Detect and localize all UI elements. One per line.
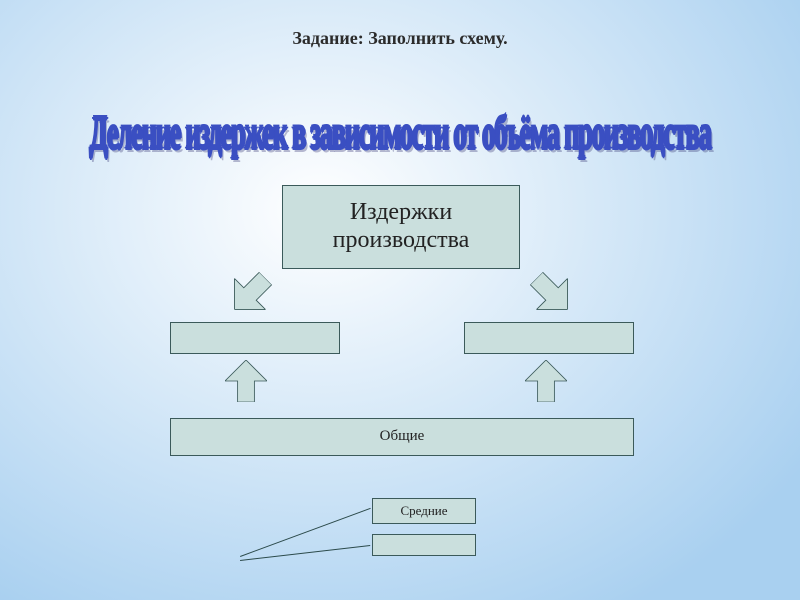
box-average: Средние: [372, 498, 476, 524]
box-right-empty: [464, 322, 634, 354]
arrow-up-right: [525, 360, 567, 402]
task-title: Задание: Заполнить схему.: [0, 28, 800, 49]
box-bottom-empty: [372, 534, 476, 556]
task-title-text: Задание: Заполнить схему.: [292, 28, 507, 48]
box-total-label: Общие: [380, 428, 425, 445]
box-main-costs: Издержкипроизводства: [282, 185, 520, 269]
connector-line-2: [240, 545, 370, 561]
arrow-up-left: [225, 360, 267, 402]
box-total: Общие: [170, 418, 634, 456]
arrow-down-left: [219, 263, 281, 325]
arrow-down-right: [521, 263, 583, 325]
wordart-text: Деление издержек в зависимости от объёма…: [89, 106, 710, 159]
box-main-label: Издержкипроизводства: [333, 199, 470, 254]
box-left-empty: [170, 322, 340, 354]
wordart-heading: Деление издержек в зависимости от объёма…: [0, 106, 800, 160]
connector-line-1: [240, 508, 370, 557]
box-average-label: Средние: [400, 504, 447, 519]
